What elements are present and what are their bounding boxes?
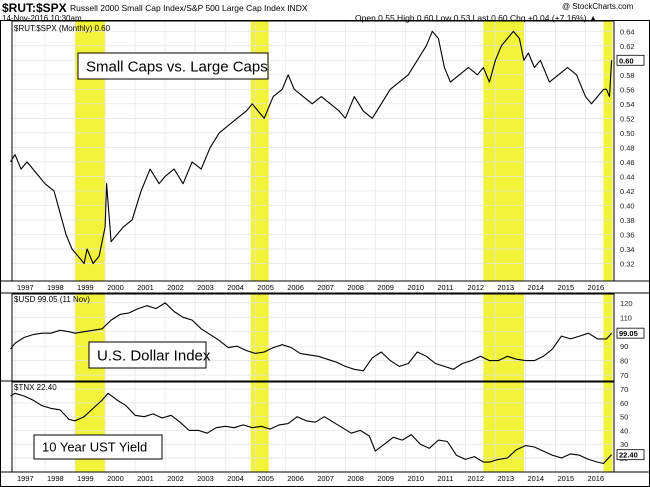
series-line-ratio	[10, 30, 613, 265]
y-tick-label-usd: 120	[620, 299, 633, 308]
x-tick-label: 1998	[47, 283, 64, 292]
annotation-ratio: Small Caps vs. Large Caps	[86, 58, 268, 75]
x-tick-label: 2004	[227, 474, 244, 483]
y-tick-label-ratio: 0.40	[620, 201, 635, 210]
annotation-tnx: 10 Year UST Yield	[42, 440, 147, 455]
year-axis-strip	[0, 472, 650, 486]
x-tick-label: 2012	[467, 283, 484, 292]
y-tick-label-ratio: 0.34	[620, 245, 635, 254]
legend-usd: $USD 99.05 (11 Nov)	[14, 295, 90, 304]
x-tick-label: 2005	[257, 474, 274, 483]
y-tick-label-ratio: 0.44	[620, 172, 635, 181]
index-description: Russell 2000 Small Cap Index/S&P 500 Lar…	[70, 3, 308, 13]
y-tick-label-ratio: 0.62	[620, 42, 635, 51]
x-tick-label: 2001	[137, 474, 154, 483]
highlight-band-1	[75, 21, 106, 472]
x-tick-label: 2004	[227, 283, 244, 292]
highlight-band-3	[483, 21, 524, 472]
y-tick-label-tnx: 30	[620, 440, 628, 449]
y-tick-label-ratio: 0.54	[620, 100, 635, 109]
y-tick-label-ratio: 0.64	[620, 27, 635, 36]
x-tick-label: 2003	[197, 474, 214, 483]
ticker-symbol: $RUT:$SPX	[2, 1, 67, 15]
x-tick-label: 2015	[557, 283, 574, 292]
y-tick-label-ratio: 0.42	[620, 187, 635, 196]
year-axis-strip	[0, 281, 650, 293]
x-tick-label: 1998	[47, 474, 64, 483]
y-tick-label-usd: 110	[620, 313, 632, 322]
x-tick-label: 2006	[287, 474, 304, 483]
annotation-box-ratio	[77, 52, 269, 80]
x-tick-label: 2009	[377, 474, 394, 483]
last-value-text-ratio: 0.60	[619, 56, 634, 65]
x-tick-label: 2013	[497, 283, 514, 292]
x-tick-label: 2016	[587, 283, 604, 292]
last-value-badge-tnx	[616, 449, 645, 461]
x-tick-label: 2001	[137, 283, 154, 292]
x-tick-label: 2007	[317, 283, 334, 292]
y-tick-label-tnx: 70	[620, 385, 628, 394]
y-tick-label-usd: 70	[620, 371, 628, 380]
y-tick-label-tnx: 60	[620, 399, 628, 408]
y-tick-label-ratio: 0.32	[620, 259, 635, 268]
x-tick-label: 2006	[287, 283, 304, 292]
y-tick-label-ratio: 0.38	[620, 216, 635, 225]
y-tick-label-ratio: 0.52	[620, 114, 635, 123]
highlight-band-2	[250, 21, 269, 472]
x-tick-label: 1999	[77, 474, 94, 483]
series-line-tnx	[10, 392, 613, 465]
y-tick-label-ratio: 0.36	[620, 230, 635, 239]
x-tick-label: 2010	[407, 474, 424, 483]
x-tick-label: 2002	[167, 283, 184, 292]
x-tick-label: 2015	[557, 474, 574, 483]
legend-ratio: $RUT:$SPX (Monthly) 0.60	[14, 24, 111, 33]
x-tick-label: 2010	[407, 283, 424, 292]
last-value-text-usd: 99.05	[619, 329, 638, 338]
x-tick-label: 2002	[167, 474, 184, 483]
y-tick-label-ratio: 0.48	[620, 143, 635, 152]
y-tick-label-ratio: 0.56	[620, 85, 635, 94]
x-tick-label: 2007	[317, 474, 334, 483]
series-line-usd	[10, 302, 613, 372]
stockcharts-credit: @ StockCharts.com	[562, 2, 634, 11]
annotation-box-usd	[88, 341, 207, 369]
x-tick-label: 2003	[197, 283, 214, 292]
x-tick-label: 2005	[257, 283, 274, 292]
x-tick-label: 1999	[77, 283, 94, 292]
x-tick-label: 2000	[107, 474, 124, 483]
annotation-box-tnx	[33, 434, 163, 460]
x-tick-label: 2011	[437, 474, 453, 483]
x-tick-label: 2008	[347, 474, 364, 483]
x-tick-label: 2011	[437, 283, 453, 292]
y-tick-label-usd: 90	[620, 342, 628, 351]
x-tick-label: 2009	[377, 283, 394, 292]
quote-date: 14-Nov-2016 10:30am	[2, 14, 82, 23]
annotation-usd: U.S. Dollar Index	[97, 347, 211, 364]
y-tick-label-ratio: 0.58	[620, 71, 635, 80]
last-value-text-tnx: 22.40	[619, 451, 638, 460]
quote-summary: Open 0.55 High 0.60 Low 0.53 Last 0.60 C…	[355, 13, 598, 23]
x-tick-label: 1997	[17, 283, 34, 292]
highlight-band-4	[603, 21, 613, 472]
x-tick-label: 2013	[497, 474, 514, 483]
y-tick-label-tnx: 50	[620, 413, 628, 422]
x-tick-label: 2000	[107, 283, 124, 292]
y-tick-label-ratio: 0.46	[620, 158, 635, 167]
last-value-badge-usd	[616, 327, 645, 339]
y-tick-label-tnx: 40	[620, 426, 628, 435]
x-tick-label: 2008	[347, 283, 364, 292]
legend-tnx: $TNX 22.40	[14, 383, 57, 392]
x-tick-label: 1997	[17, 474, 34, 483]
x-tick-label: 2014	[527, 283, 544, 292]
x-tick-label: 2012	[467, 474, 484, 483]
last-value-badge-ratio	[616, 54, 645, 66]
y-tick-label-usd: 80	[620, 357, 628, 366]
y-tick-label-ratio: 0.50	[620, 129, 635, 138]
x-tick-label: 2014	[527, 474, 544, 483]
x-tick-label: 2016	[587, 474, 604, 483]
